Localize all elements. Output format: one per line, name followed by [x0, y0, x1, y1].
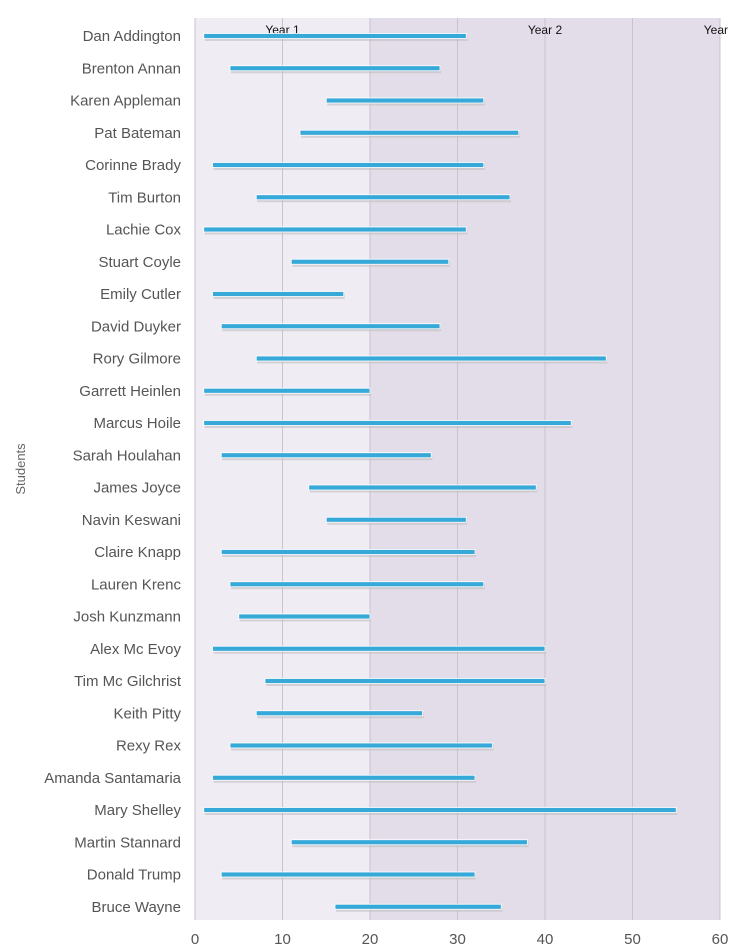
range-bar: [255, 355, 607, 362]
category-label: Josh Kunzmann: [73, 609, 181, 626]
category-label: Marcus Hoile: [93, 415, 181, 432]
category-label: Lauren Krenc: [91, 576, 182, 593]
range-bar: [229, 581, 485, 588]
category-label: Karen Appleman: [70, 93, 181, 110]
range-bar: [220, 549, 476, 555]
range-bar: [220, 871, 476, 878]
range-bar: [238, 613, 371, 620]
category-label: Rexy Rex: [116, 738, 182, 755]
category-label: James Joyce: [93, 480, 181, 497]
category-label: Keith Pitty: [113, 705, 181, 722]
band-label-2: Year 2: [528, 23, 563, 37]
category-label: Sarah Houlahan: [73, 447, 181, 464]
range-bar: [290, 258, 450, 265]
range-bar: [255, 194, 511, 201]
category-label: Amanda Santamaria: [44, 770, 181, 787]
range-bar: [212, 774, 476, 781]
y-axis-title: Students: [13, 443, 28, 495]
category-label: Martin Stannard: [74, 834, 181, 851]
category-label: Bruce Wayne: [92, 899, 181, 916]
range-bar: [203, 420, 572, 426]
range-bar: [203, 807, 677, 813]
category-label: Donald Trump: [87, 867, 181, 884]
category-label: Garrett Heinlen: [79, 383, 181, 400]
x-tick-label-20: 20: [362, 931, 379, 945]
category-label: Lachie Cox: [106, 222, 182, 239]
range-bar: [220, 323, 441, 330]
category-label: Brenton Annan: [82, 60, 181, 77]
category-label: Dan Addington: [83, 28, 181, 45]
category-label: Corinne Brady: [85, 157, 181, 174]
x-tick-label-60: 60: [712, 931, 729, 945]
range-bar: [308, 484, 537, 491]
range-bar: [229, 742, 493, 749]
range-bar: [220, 452, 432, 459]
range-bar: [203, 226, 467, 233]
category-label: Rory Gilmore: [93, 351, 181, 368]
category-label: David Duyker: [91, 318, 181, 335]
range-bar: [334, 903, 502, 910]
range-bar: [325, 97, 485, 104]
category-label: Mary Shelley: [94, 802, 181, 819]
x-tick-label-30: 30: [449, 931, 466, 945]
category-label: Alex Mc Evoy: [90, 641, 181, 658]
x-tick-label-40: 40: [537, 931, 554, 945]
range-bar: [264, 678, 546, 684]
range-bar: [203, 387, 371, 394]
category-label: Stuart Coyle: [98, 254, 181, 271]
x-tick-label-0: 0: [191, 931, 199, 945]
range-bar: [325, 516, 467, 523]
x-tick-label-50: 50: [624, 931, 641, 945]
category-label: Tim Burton: [108, 189, 181, 206]
range-bar: [255, 710, 423, 717]
range-bar: [212, 162, 485, 168]
category-label: Navin Keswani: [82, 512, 181, 529]
range-bar: [203, 33, 467, 39]
range-bar: [299, 129, 520, 136]
category-label: Emily Cutler: [100, 286, 181, 303]
category-label: Pat Bateman: [94, 125, 181, 142]
range-bar: [212, 291, 345, 297]
range-bar: [229, 65, 441, 72]
band-label-3: Year: [704, 23, 728, 37]
range-bar: [212, 645, 546, 652]
category-label: Claire Knapp: [94, 544, 181, 561]
category-label: Tim Mc Gilchrist: [74, 673, 182, 690]
x-tick-label-10: 10: [274, 931, 291, 945]
range-bar: [290, 839, 528, 846]
